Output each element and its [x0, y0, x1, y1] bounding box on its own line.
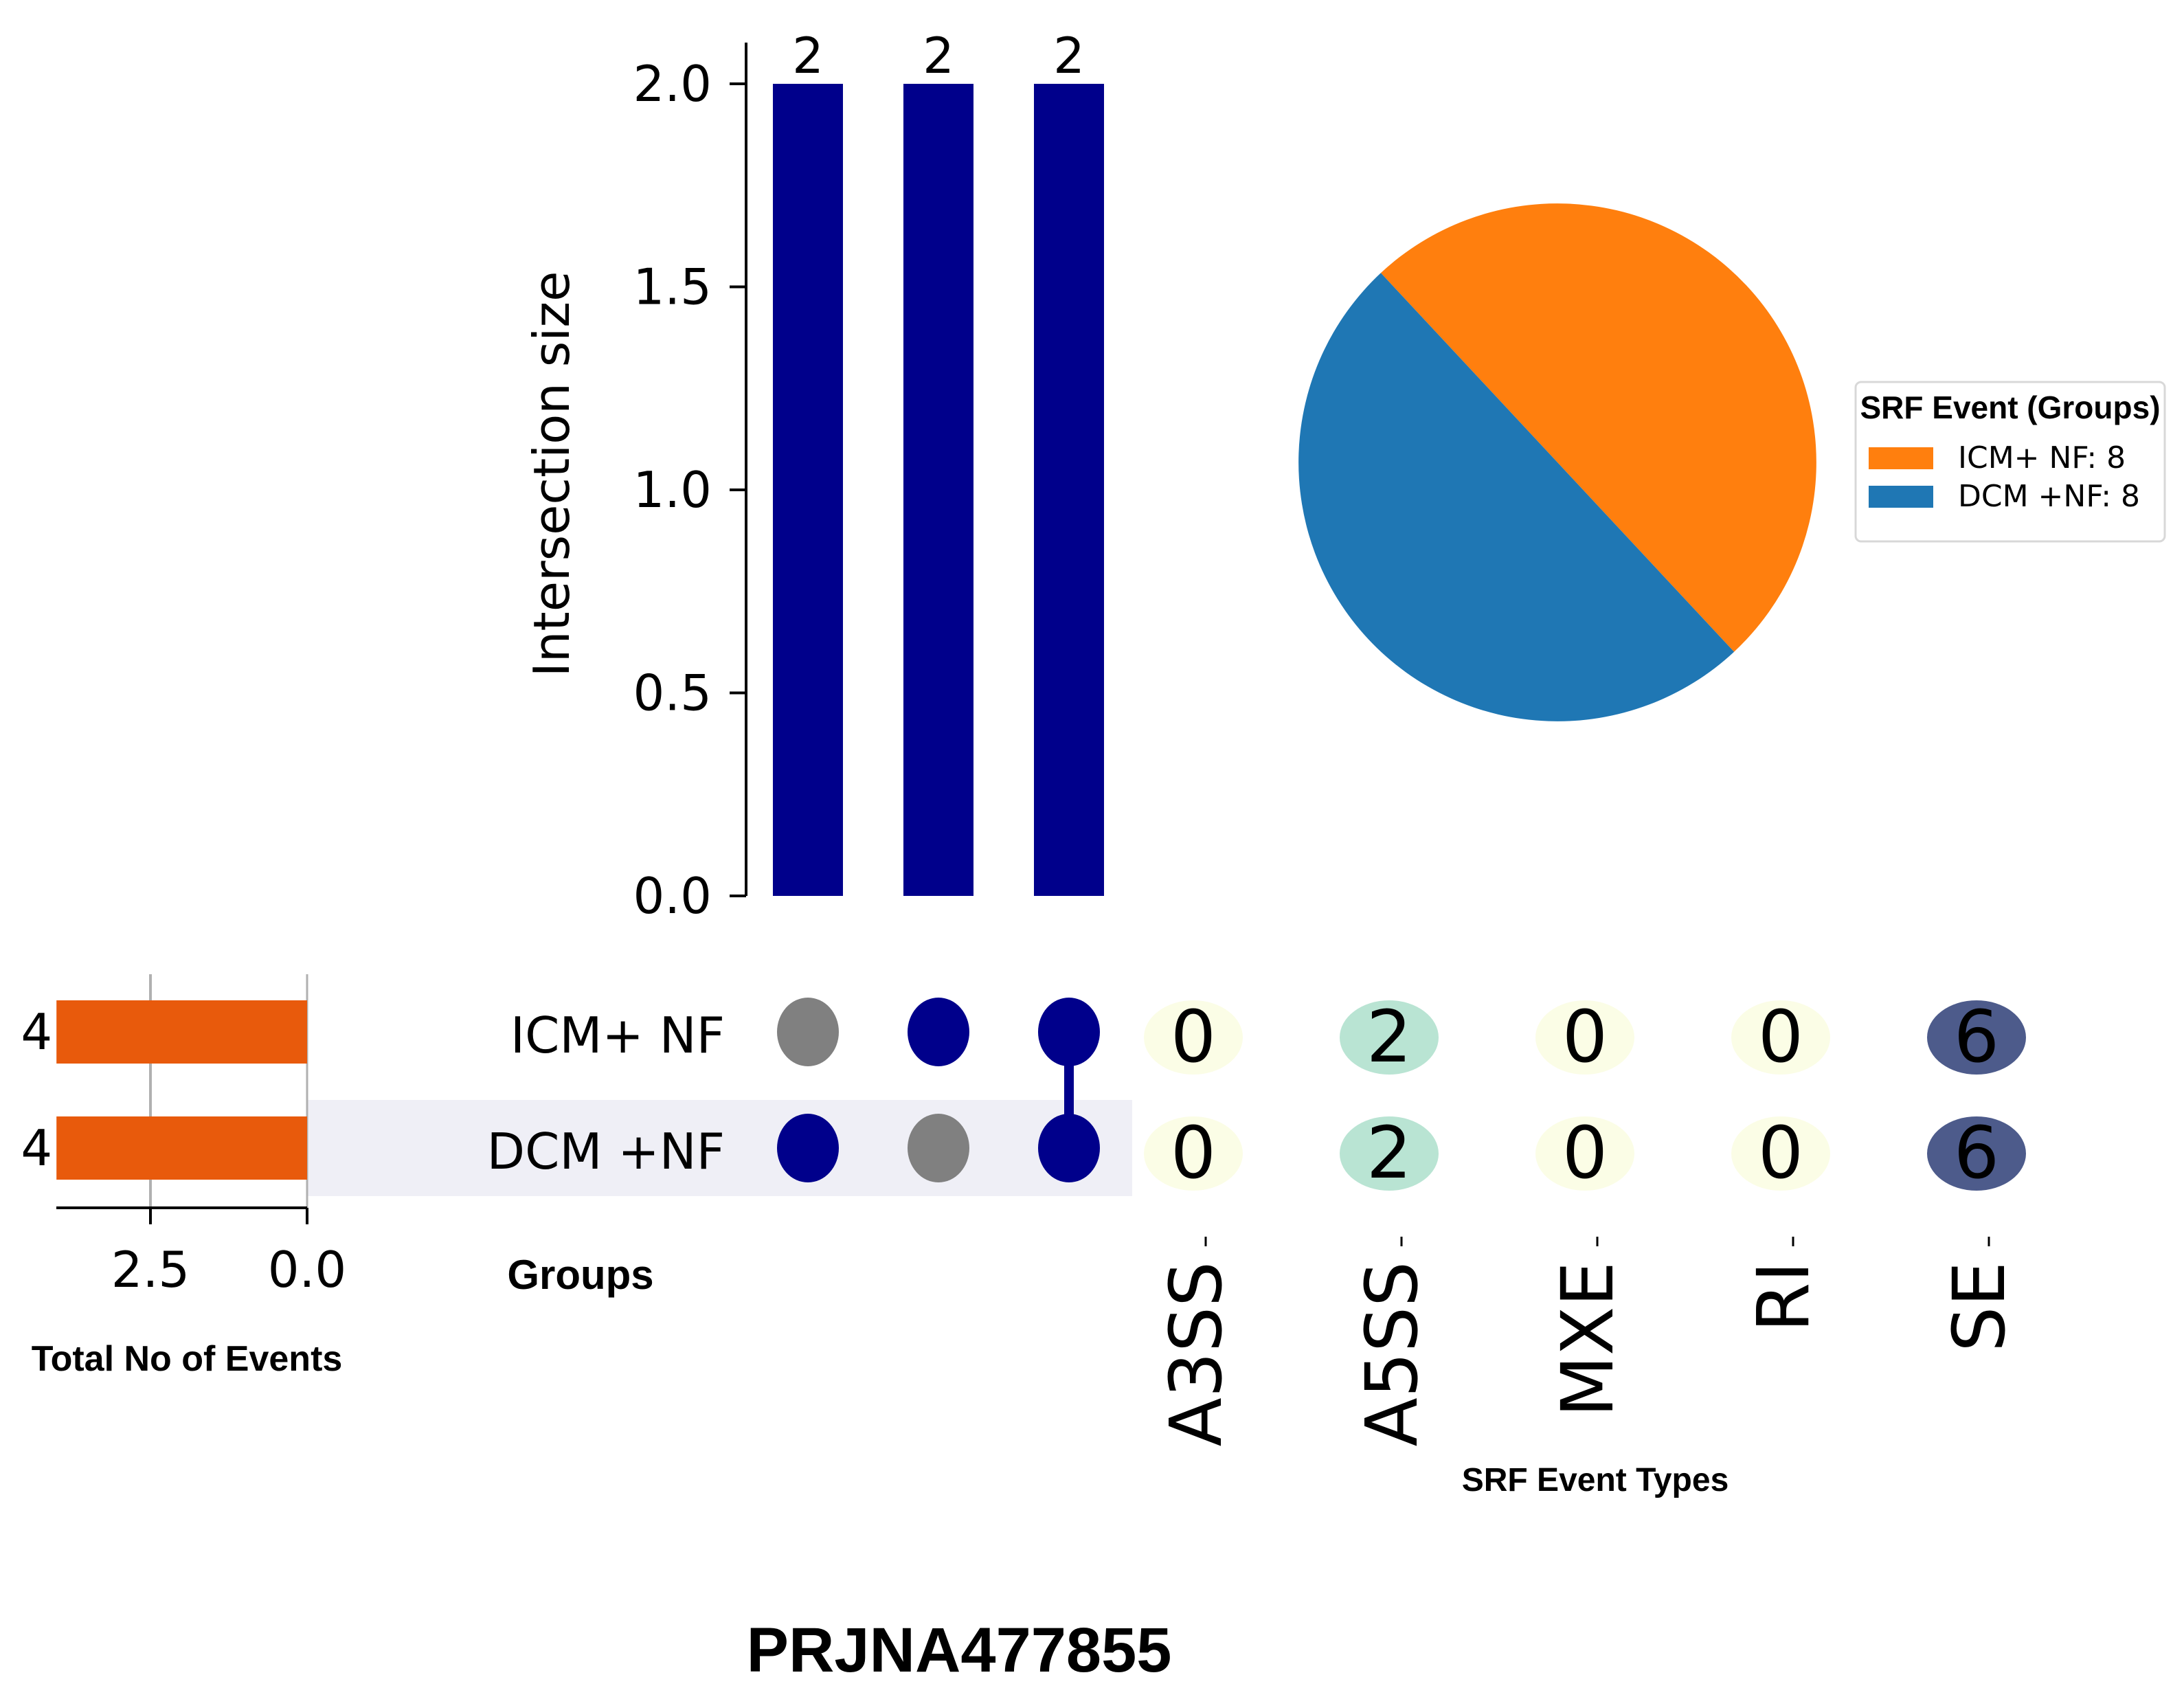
heatmap-cell [1535, 1116, 1634, 1191]
y-tick-label: 0.0 [633, 867, 712, 925]
legend-swatch [1869, 447, 1933, 469]
membership-dot-active [777, 1114, 839, 1182]
y-axis-label: Intersection size [523, 271, 581, 677]
heatmap-value: 0 [1171, 995, 1216, 1079]
heatmap-cell [1731, 1000, 1830, 1075]
y-tick-label: 1.5 [633, 258, 712, 316]
legend-title: SRF Event (Groups) [1860, 390, 2160, 425]
pie-slice [1298, 273, 1735, 721]
figure-title: PRJNA477855 [747, 1615, 1172, 1685]
heatmap-cell [1340, 1000, 1439, 1075]
bar-value-label: 2 [792, 27, 824, 85]
x-tick-label: A3SS [1154, 1261, 1238, 1446]
heatmap-value: 0 [1758, 1111, 1803, 1195]
row-labels: ICM+ NF DCM +NF [487, 1007, 725, 1180]
intersection-bar-chart: 2 2 2 0.0 0.5 1.0 1.5 2.0 Intersection size [523, 27, 1104, 925]
heatmap-value: 6 [1954, 995, 1999, 1079]
total-bar [56, 1000, 307, 1064]
bar [903, 84, 973, 896]
heatmap-value: 2 [1366, 995, 1412, 1079]
heatmap-cell [1340, 1116, 1439, 1191]
membership-dot-inactive [777, 998, 839, 1066]
heatmap-cell [1144, 1000, 1243, 1075]
x-tick-label: SE [1937, 1261, 2021, 1352]
total-events-chart: 4 4 2.5 0.0 Total No of Events [21, 974, 346, 1379]
heatmap-value: 0 [1171, 1111, 1216, 1195]
bar [773, 84, 843, 896]
heatmap-value: 0 [1758, 995, 1803, 1079]
legend-entry: DCM +NF: 8 [1958, 479, 2140, 514]
total-bar-value: 4 [21, 1003, 52, 1061]
bar-value-label: 2 [1053, 27, 1085, 85]
x-tick-label: MXE [1546, 1261, 1630, 1417]
heatmap-cell [1144, 1116, 1243, 1191]
y-tick-label: 2.0 [633, 55, 712, 113]
heatmap-cell [1927, 1116, 2026, 1191]
row-shade [307, 1100, 1132, 1196]
row-label: DCM +NF [487, 1123, 725, 1180]
bar [1034, 84, 1104, 896]
x-tick-label: A5SS [1350, 1261, 1434, 1446]
x-tick-label: 0.0 [268, 1241, 347, 1299]
y-tick-label: 0.5 [633, 664, 712, 722]
heatmap-value: 2 [1366, 1111, 1412, 1195]
membership-dot-inactive [908, 1114, 969, 1182]
y-tick-label: 1.0 [633, 461, 712, 519]
bar-value-label: 2 [923, 27, 954, 85]
membership-matrix [777, 998, 1100, 1182]
row-label: ICM+ NF [510, 1007, 725, 1064]
legend-entry: ICM+ NF: 8 [1958, 440, 2126, 475]
x-axis-label: Total No of Events [32, 1339, 343, 1379]
total-bar [56, 1116, 307, 1180]
heatmap-value: 0 [1562, 1111, 1608, 1195]
total-bar-value: 4 [21, 1119, 52, 1177]
group-pie-chart [1298, 203, 1816, 721]
heatmap-cell [1535, 1000, 1634, 1075]
heatmap-cell [1731, 1116, 1830, 1191]
pie-slice [1380, 203, 1816, 652]
heatmap-value: 6 [1954, 1111, 1999, 1195]
heatmap-value: 0 [1562, 995, 1608, 1079]
membership-dot-active [908, 998, 969, 1066]
x-tick-label: RI [1742, 1261, 1825, 1332]
membership-dot-active [1038, 1114, 1100, 1182]
heatmap-cell [1927, 1000, 2026, 1075]
x-axis-label: SRF Event Types [1462, 1462, 1729, 1498]
legend-swatch [1869, 486, 1933, 508]
legend: SRF Event (Groups) ICM+ NF: 8 DCM +NF: 8 [1854, 381, 2166, 543]
event-type-heatmap: 0 2 0 0 6 0 2 0 0 6 A3SS A5SS MXE RI SE [1144, 995, 2026, 1446]
membership-dot-active [1038, 998, 1100, 1066]
x-tick-label: 2.5 [111, 1241, 190, 1299]
groups-label: Groups [507, 1252, 653, 1298]
